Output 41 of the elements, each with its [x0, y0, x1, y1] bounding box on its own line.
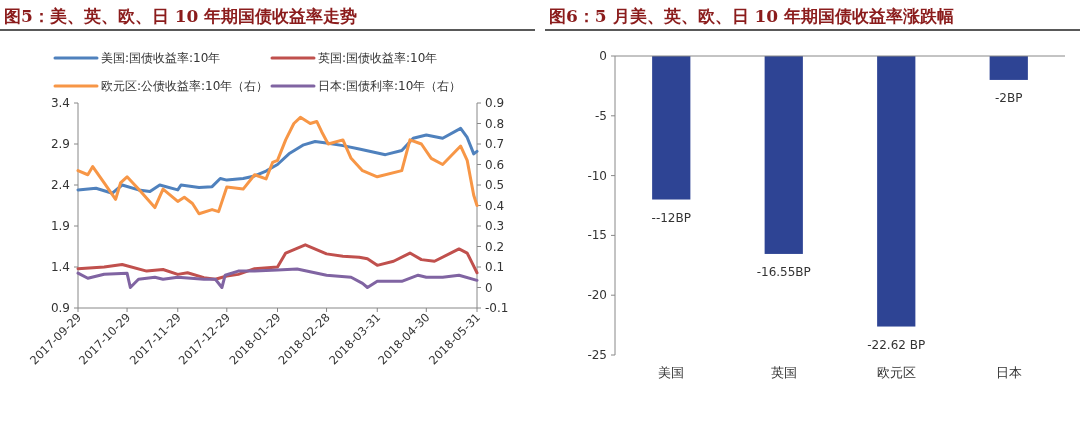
data-label: -22.62 BP [867, 337, 926, 352]
y2-tick-label: -0.1 [485, 301, 509, 315]
x-tick-label: 日本 [995, 365, 1022, 380]
y2-tick-label: 0 [485, 280, 493, 295]
y-tick-label: 2.9 [50, 137, 70, 151]
y2-tick-label: 0.1 [485, 260, 505, 274]
y-tick-label: 3.4 [50, 96, 70, 110]
y-tick-label: 1.4 [50, 260, 70, 274]
y-tick-label: 0 [599, 49, 607, 63]
legend-label: 日本:国债利率:10年（右） [318, 79, 462, 93]
y2-tick-label: 0.8 [485, 116, 505, 131]
y-tick-label: -5 [595, 108, 607, 123]
data-label: --12BP [651, 210, 691, 225]
legend-label: 美国:国债收益率:10年 [101, 51, 221, 65]
y-tick-label: 0.9 [50, 301, 70, 315]
x-tick-label: 美国 [658, 365, 685, 380]
chart-title: 图5：美、英、欧、日 10 年期国债收益率走势 [4, 6, 358, 26]
legend-label: 英国:国债收益率:10年 [318, 51, 438, 65]
line-series [76, 267, 479, 289]
line-series [76, 243, 479, 281]
y2-tick-label: 0.7 [485, 137, 505, 151]
data-label: -2BP [995, 90, 1023, 105]
y2-tick-label: 0.4 [485, 198, 505, 213]
line-series [76, 126, 479, 195]
y2-tick-label: 0.6 [485, 157, 505, 172]
y2-tick-label: 0.9 [485, 96, 505, 110]
y-tick-label: -10 [587, 168, 607, 183]
legend-label: 欧元区:公债收益率:10年（右） [101, 79, 269, 93]
y2-tick-label: 0.5 [485, 178, 505, 192]
line-series [76, 115, 479, 216]
y-tick-label: 2.4 [50, 178, 70, 192]
y-tick-label: -15 [587, 228, 607, 243]
chart-title: 图6：5 月美、英、欧、日 10 年期国债收益率涨跌幅 [549, 6, 955, 26]
y2-tick-label: 0.2 [485, 239, 505, 254]
x-tick-label: 英国 [770, 365, 797, 380]
x-tick-label: 欧元区 [876, 365, 916, 380]
y-tick-label: 1.9 [50, 219, 70, 233]
y-tick-label: -20 [587, 288, 607, 303]
y2-tick-label: 0.3 [485, 219, 505, 233]
data-label: -16.55BP [756, 264, 811, 279]
y-tick-label: -25 [587, 348, 607, 362]
